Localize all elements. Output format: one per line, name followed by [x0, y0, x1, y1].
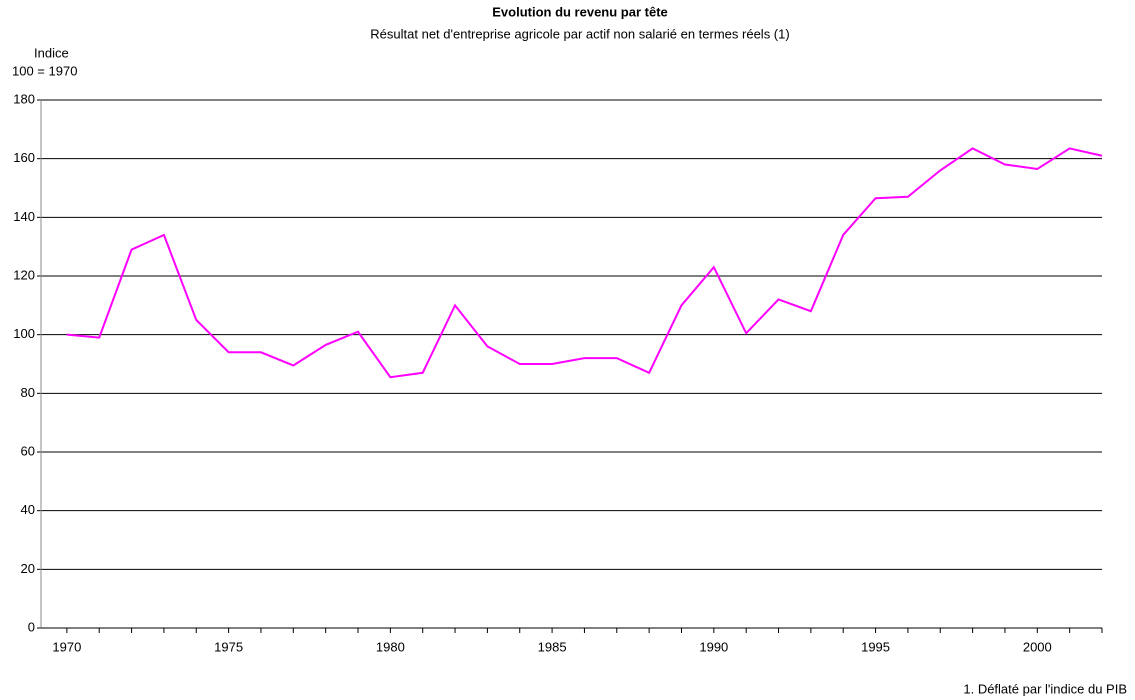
y-tick-label: 120 [13, 267, 35, 282]
data-line [66, 147, 1103, 379]
x-tick-label: 1980 [376, 639, 405, 654]
chart-subtitle: Résultat net d'entreprise agricole par a… [370, 26, 789, 41]
y-tick-label: 180 [13, 91, 35, 106]
x-tick-label: 1985 [538, 639, 567, 654]
y-tick-label: 80 [21, 385, 35, 400]
y-tick-label: 140 [13, 209, 35, 224]
y-tick-label: 0 [28, 619, 35, 634]
y-axis-label: 100 = 1970 [12, 63, 77, 78]
y-axis-label: Indice [34, 45, 69, 60]
footnote: 1. Déflaté par l'indice du PIB [963, 681, 1127, 696]
y-tick-label: 100 [13, 326, 35, 341]
x-tick-label: 1970 [52, 639, 81, 654]
x-tick-label: 1995 [861, 639, 890, 654]
x-tick-label: 1975 [214, 639, 243, 654]
y-tick-label: 40 [21, 502, 35, 517]
y-tick-label: 160 [13, 150, 35, 165]
x-tick-label: 2000 [1023, 639, 1052, 654]
x-tick-label: 1990 [699, 639, 728, 654]
chart-title: Evolution du revenu par tête [492, 4, 668, 19]
y-tick-label: 20 [21, 561, 35, 576]
y-tick-label: 60 [21, 443, 35, 458]
